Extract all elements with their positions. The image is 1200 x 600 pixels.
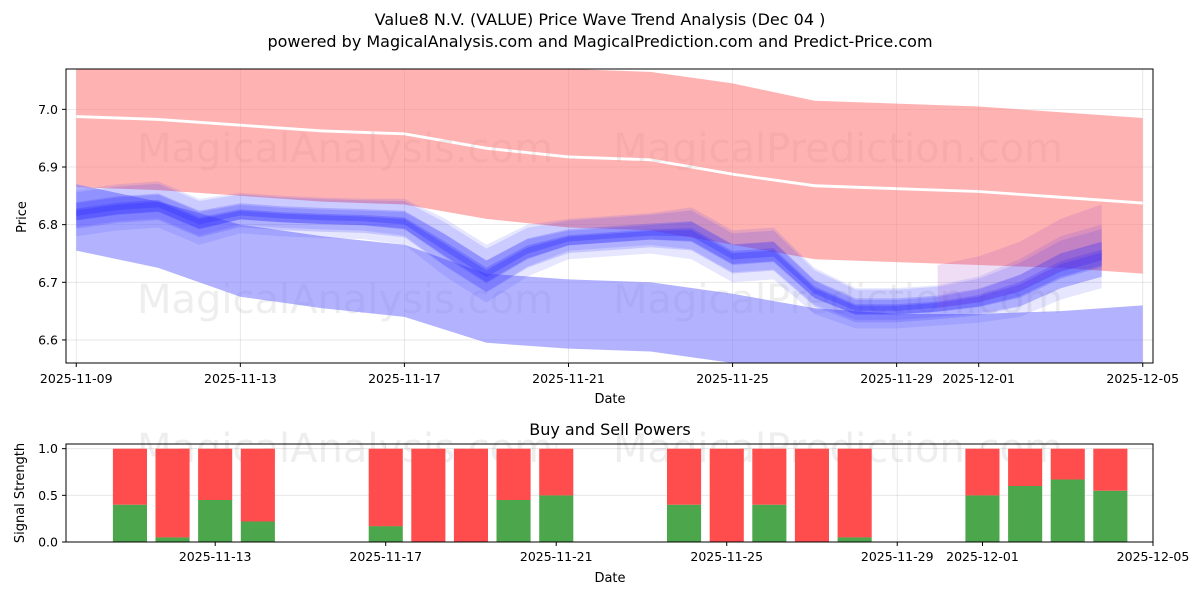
price-x-axis-label: Date bbox=[594, 392, 625, 407]
price-x-tick-label: 2025-11-17 bbox=[368, 371, 441, 386]
sell-bar bbox=[965, 448, 1000, 496]
wave-tail-overlap bbox=[937, 204, 1102, 309]
buy-bar bbox=[368, 526, 403, 542]
power-x-tick-label: 2025-11-21 bbox=[520, 549, 593, 564]
sell-bar bbox=[496, 448, 531, 500]
buy-bar bbox=[496, 500, 531, 542]
price-x-tick-label: 2025-12-01 bbox=[942, 371, 1015, 386]
power-x-tick-label: 2025-11-29 bbox=[861, 549, 934, 564]
price-y-tick-label: 6.9 bbox=[38, 160, 58, 175]
buy-bar bbox=[1050, 479, 1085, 542]
price-x-tick-label: 2025-11-09 bbox=[40, 371, 113, 386]
price-x-tick-label: 2025-11-13 bbox=[204, 371, 277, 386]
power-y-ticks: 0.0 0.5 1.0 bbox=[38, 441, 66, 550]
sell-bar bbox=[112, 448, 147, 505]
power-x-ticks: 2025-11-13 2025-11-17 2025-11-21 2025-11-25… bbox=[179, 542, 1189, 564]
sell-bar bbox=[794, 448, 829, 542]
band-2 bbox=[76, 184, 1143, 363]
sell-bar bbox=[667, 448, 702, 505]
power-plot-frame bbox=[65, 443, 1154, 543]
power-x-axis-label: Date bbox=[594, 571, 625, 586]
buy-bar bbox=[752, 504, 787, 542]
band-0 bbox=[76, 69, 1143, 202]
price-y-ticks: 6.6 6.7 6.8 6.9 7.0 bbox=[38, 102, 66, 347]
price-y-tick-label: 6.7 bbox=[38, 275, 58, 290]
buy-bar bbox=[965, 495, 1000, 542]
power-x-tick-label: 2025-12-01 bbox=[946, 549, 1019, 564]
wave-layer bbox=[76, 193, 1102, 315]
wave-layer bbox=[76, 199, 1102, 315]
power-chart-title: Buy and Sell Powers bbox=[529, 420, 691, 439]
price-y-tick-label: 6.6 bbox=[38, 332, 58, 347]
wave-layer bbox=[76, 183, 1102, 320]
power-x-tick-label: 2025-11-17 bbox=[349, 549, 422, 564]
price-plot-frame bbox=[65, 68, 1154, 364]
power-x-tick-label: 2025-11-25 bbox=[690, 549, 763, 564]
price-x-tick-label: 2025-11-21 bbox=[532, 371, 605, 386]
power-y-tick-label: 0.5 bbox=[38, 488, 58, 503]
buy-bar bbox=[1093, 490, 1128, 542]
power-y-tick-label: 1.0 bbox=[38, 441, 58, 456]
power-bars bbox=[112, 448, 1128, 542]
chart-subtitle: powered by MagicalAnalysis.com and Magic… bbox=[267, 32, 932, 51]
price-x-tick-label: 2025-12-05 bbox=[1106, 371, 1179, 386]
sell-bar bbox=[837, 448, 872, 538]
price-x-ticks: 2025-11-09 2025-11-13 2025-11-17 2025-11-21… bbox=[40, 363, 1179, 386]
buy-bar bbox=[198, 500, 233, 542]
price-y-axis-label: Price bbox=[15, 201, 30, 233]
price-y-tick-label: 7.0 bbox=[38, 102, 58, 117]
power-chart-panel: Buy and Sell Powers MagicalAnalysis.com … bbox=[13, 420, 1189, 586]
power-y-axis-label: Signal Strength bbox=[13, 443, 28, 543]
chart-title: Value8 N.V. (VALUE) Price Wave Trend Ana… bbox=[375, 10, 826, 29]
sell-bar bbox=[411, 448, 446, 542]
sell-bar bbox=[368, 448, 403, 527]
price-bands bbox=[76, 69, 1143, 363]
sell-bar bbox=[240, 448, 275, 522]
power-y-tick-label: 0.0 bbox=[38, 535, 58, 550]
sell-bar bbox=[1008, 448, 1043, 486]
sell-bar bbox=[752, 448, 787, 505]
buy-bar bbox=[667, 504, 702, 542]
buy-bar bbox=[539, 495, 574, 542]
wave-layer bbox=[76, 181, 1102, 329]
buy-bar bbox=[112, 504, 147, 542]
price-y-tick-label: 6.8 bbox=[38, 217, 58, 232]
wave-layer bbox=[76, 201, 1102, 311]
sell-bar bbox=[1050, 448, 1085, 480]
buy-bar bbox=[837, 537, 872, 542]
sell-bar bbox=[709, 448, 744, 542]
wave-layer bbox=[76, 194, 1102, 323]
buy-bar bbox=[240, 521, 275, 542]
sell-bar bbox=[539, 448, 574, 496]
price-x-tick-label: 2025-11-25 bbox=[696, 371, 769, 386]
sell-bar bbox=[1093, 448, 1128, 491]
band-1 bbox=[76, 118, 1143, 274]
price-x-tick-label: 2025-11-29 bbox=[860, 371, 933, 386]
buy-bar bbox=[155, 537, 190, 542]
sell-bar bbox=[155, 448, 190, 538]
sell-bar bbox=[198, 448, 233, 500]
power-x-tick-label: 2025-11-13 bbox=[179, 549, 252, 564]
price-chart-panel: MagicalAnalysis.com MagicalPrediction.co… bbox=[15, 68, 1179, 407]
buy-bar bbox=[1008, 486, 1043, 542]
power-x-tick-label: 2025-12-05 bbox=[1117, 549, 1190, 564]
sell-bar bbox=[453, 448, 488, 542]
